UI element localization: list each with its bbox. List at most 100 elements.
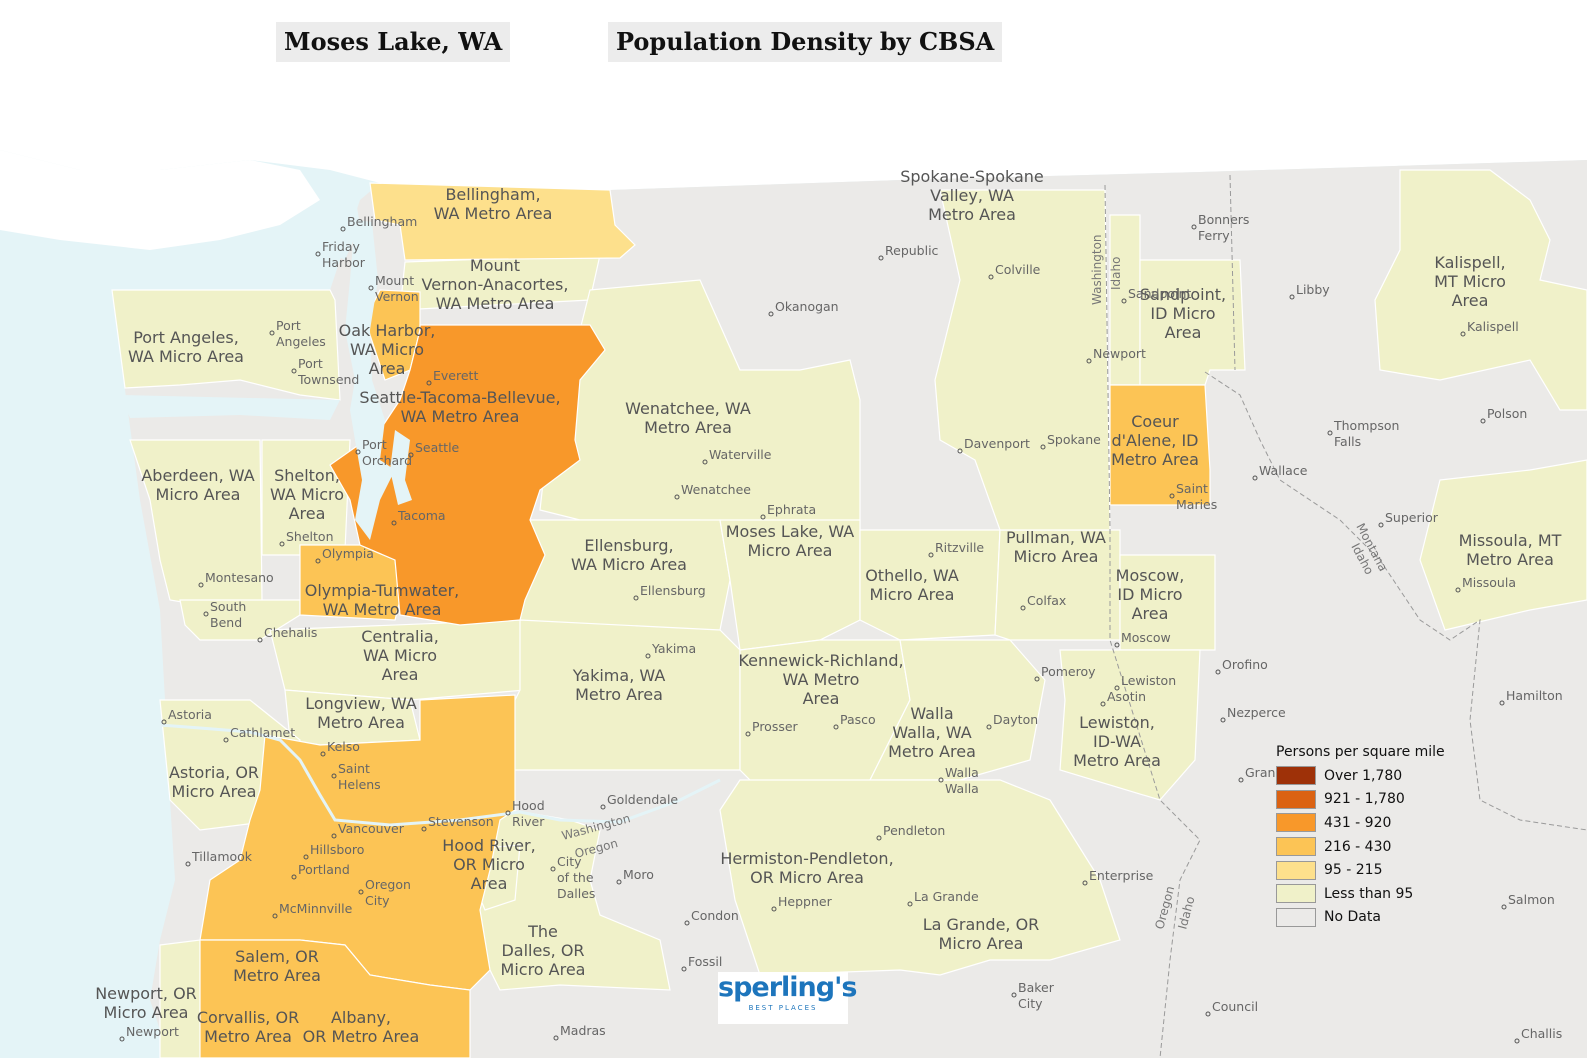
city-marker [674, 494, 680, 500]
legend-item: 921 - 1,780 [1276, 788, 1466, 812]
city-marker [505, 810, 511, 816]
bellingham-region [369, 182, 636, 261]
city-marker [1514, 1038, 1520, 1044]
city-label: Republic [878, 243, 939, 261]
region-labels: Bellingham, WA Metro Area Spokane-Spokane V… [95, 167, 1561, 1046]
legend-title: Persons per square mile [1276, 744, 1445, 760]
city-label: Baker City [1011, 980, 1055, 1011]
city-marker [257, 637, 263, 643]
city-label: Polson [1480, 406, 1527, 424]
region-label-seattle: Seattle-Tacoma-Bellevue, WA Metro Area [359, 388, 560, 426]
city-marker [1121, 298, 1127, 304]
city-label: Walla Walla [938, 765, 979, 796]
region-label-astoria: Astoria, OR Micro Area [169, 763, 259, 801]
boundary-label: Idaho [1109, 257, 1123, 290]
svg-text:Salmon: Salmon [1508, 892, 1555, 907]
city-label: South Bend [203, 599, 246, 630]
city-marker [291, 368, 297, 374]
svg-text:Yakima: Yakima [651, 641, 696, 656]
region-label-newport: Newport, OR Micro Area [95, 984, 197, 1022]
city-marker [269, 330, 275, 336]
city-label: Olympia [315, 546, 374, 564]
place-title: Moses Lake, WA [276, 22, 511, 62]
city-marker [681, 966, 687, 972]
city-marker [198, 582, 204, 588]
city-label: Lewiston [1114, 673, 1176, 691]
svg-text:Spokane: Spokane [1047, 432, 1101, 447]
city-marker [876, 835, 882, 841]
city-marker [1378, 522, 1384, 528]
city-marker [426, 380, 432, 386]
svg-text:Enterprise: Enterprise [1089, 868, 1154, 883]
region-label-ellensburg: Ellensburg, WA Micro Area [571, 536, 687, 574]
region-label-shelton: Shelton, WA Micro Area [270, 466, 344, 523]
city-label: Shelton [279, 529, 334, 547]
legend-label: 95 - 215 [1324, 862, 1383, 879]
state-boundaries [1104, 174, 1587, 1058]
region-label-sandpoint: Sandpoint, ID Micro Area [1140, 285, 1226, 342]
city-label: Pendleton [876, 823, 945, 841]
city-labels: Bellingham Friday Harbor Mount Vernon Port Ang… [119, 212, 1563, 1044]
city-label: Seattle [408, 440, 460, 458]
region-label-hood-river: Hood River, OR Micro Area [442, 836, 535, 893]
city-label: Thompson Falls [1327, 418, 1399, 449]
city-label: Goldendale [600, 792, 678, 810]
city-marker [391, 520, 397, 526]
region-label-yakima: Yakima, WA Metro Area [572, 666, 666, 704]
city-label: Astoria [161, 707, 212, 725]
city-label: Saint Maries [1169, 481, 1217, 512]
legend-swatch [1276, 884, 1316, 904]
city-label: City of the Dalles [550, 854, 595, 901]
city-marker [1220, 717, 1226, 723]
legend: Persons per square mile Over 1,780 921 - … [1276, 744, 1466, 929]
legend-item: Over 1,780 [1276, 764, 1466, 788]
less-than-95-regions [111, 169, 1587, 1058]
city-label: Superior [1378, 510, 1439, 528]
legend-item: No Data [1276, 906, 1466, 930]
city-label: Pomeroy [1034, 664, 1096, 682]
svg-text:Colfax: Colfax [1027, 593, 1066, 608]
city-marker [833, 724, 839, 730]
city-label: Cathlamet [223, 725, 295, 743]
svg-text:Council: Council [1212, 999, 1258, 1014]
svg-text:Vancouver: Vancouver [338, 821, 405, 836]
city-label: Portland [291, 862, 350, 880]
region-label-missoula: Missoula, MT Metro Area [1459, 531, 1562, 569]
svg-text:Heppner: Heppner [778, 894, 833, 909]
city-marker [315, 558, 321, 564]
svg-text:La Grande: La Grande [914, 889, 979, 904]
city-marker [928, 552, 934, 558]
svg-text:Asotin: Asotin [1107, 689, 1146, 704]
region-label-aberdeen: Aberdeen, WA Micro Area [141, 466, 254, 504]
svg-text:Dayton: Dayton [993, 712, 1038, 727]
city-marker [957, 448, 963, 454]
region-label-oak-harbor: Oak Harbor, WA Micro Area [339, 321, 436, 378]
city-label: Okanogan [768, 299, 839, 317]
city-label: Prosser [745, 719, 799, 737]
region-label-mount-vernon: Mount Vernon-Anacortes, WA Metro Area [422, 256, 569, 313]
city-marker [616, 879, 622, 885]
city-marker [1011, 992, 1017, 998]
svg-text:Everett: Everett [433, 368, 478, 383]
city-label: Orofino [1215, 657, 1268, 675]
city-marker [771, 906, 777, 912]
svg-text:Okanogan: Okanogan [775, 299, 839, 314]
svg-text:Cathlamet: Cathlamet [230, 725, 295, 740]
svg-text:Chehalis: Chehalis [264, 625, 317, 640]
city-label: Wenatchee [674, 482, 751, 500]
legend-item: 95 - 215 [1276, 858, 1466, 882]
city-marker [203, 611, 209, 617]
svg-text:Colville: Colville [995, 262, 1041, 277]
city-marker [702, 459, 708, 465]
legend-swatch [1276, 766, 1316, 786]
svg-text:Polson: Polson [1487, 406, 1527, 421]
city-label: Wallace [1252, 463, 1308, 481]
legend-item: Less than 95 [1276, 882, 1466, 906]
svg-text:Kalispell: Kalispell [1467, 319, 1519, 334]
city-label: Hillsboro [303, 842, 364, 860]
svg-text:Nezperce: Nezperce [1227, 705, 1286, 720]
